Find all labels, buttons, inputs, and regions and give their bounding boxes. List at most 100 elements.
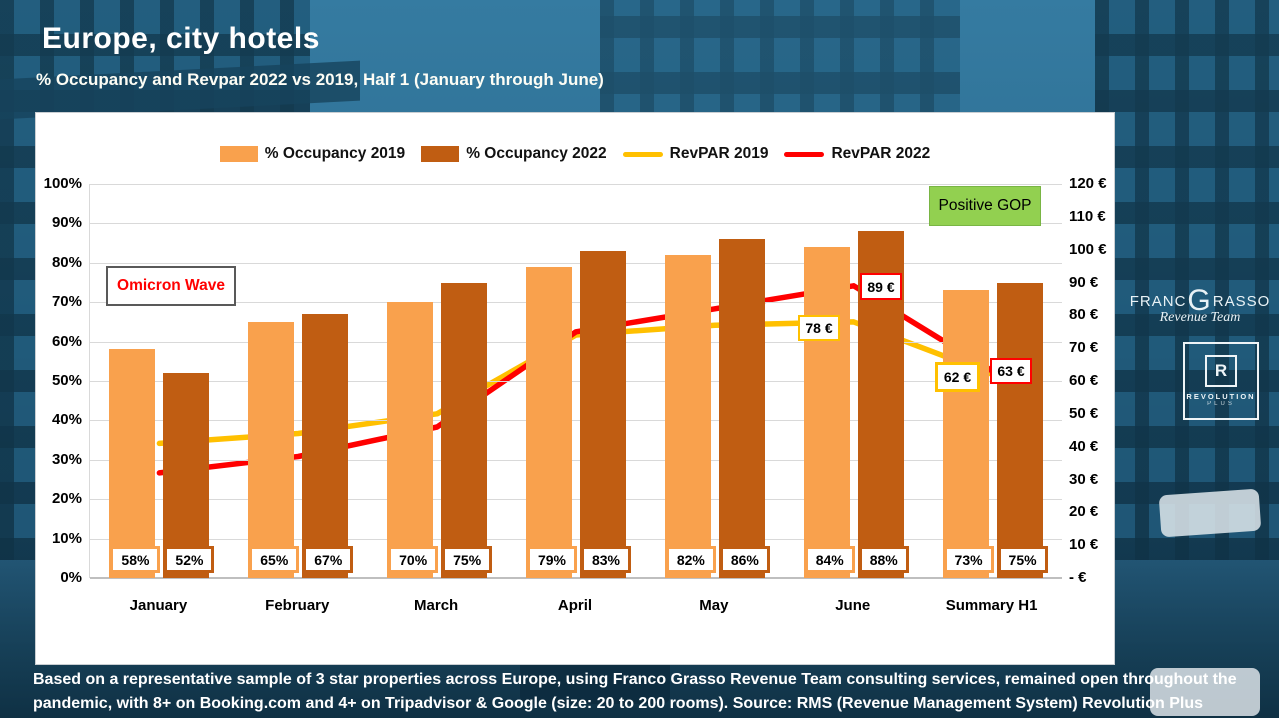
logo-text: RASSO xyxy=(1212,292,1271,310)
left-axis-ticks: 100% 90% 80% 70% 60% 50% 40% 30% 20% 10% 0% xyxy=(36,175,82,586)
x-axis-category-label: May xyxy=(699,597,729,614)
right-axis-tick: 110 € xyxy=(1069,207,1106,225)
bar-value-label: 79% xyxy=(527,546,577,573)
x-axis-category-label: Summary H1 xyxy=(945,597,1038,614)
left-axis-tick: 10% xyxy=(51,529,82,547)
legend-item-revpar-2019: RevPAR 2019 xyxy=(622,145,769,163)
left-axis-tick: 0% xyxy=(60,569,82,586)
revenue-team-script: Revenue Team xyxy=(1159,310,1241,325)
revolution-plus-logo: R REVOLUTION PLUS xyxy=(1183,342,1259,420)
bar-value-label: 83% xyxy=(581,546,631,573)
legend-item-occupancy-2019: % Occupancy 2019 xyxy=(219,145,406,163)
right-axis-tick: 120 € xyxy=(1069,175,1107,192)
occupancy-bar xyxy=(996,282,1043,578)
legend-label: RevPAR 2019 xyxy=(669,145,769,162)
gridline xyxy=(90,420,1062,422)
bar-value-label: 88% xyxy=(858,546,909,573)
x-axis-category-label: June xyxy=(835,597,871,614)
occupancy-bar xyxy=(803,247,850,578)
gridline xyxy=(90,499,1062,501)
revpar-lines xyxy=(156,283,996,476)
gridline xyxy=(90,184,1062,185)
occupancy-bar xyxy=(163,373,210,578)
x-axis-category-label: March xyxy=(414,597,459,614)
occupancy-bar xyxy=(664,254,711,578)
right-axis-tick: 30 € xyxy=(1069,470,1099,488)
logo-big-g: G xyxy=(1187,284,1212,317)
annotation-omicron-wave: Omicron Wave xyxy=(106,266,236,306)
gridline xyxy=(90,302,1062,304)
legend-label: RevPAR 2022 xyxy=(831,145,931,162)
car-shape xyxy=(1158,488,1262,538)
bar-value-label: 86% xyxy=(719,546,770,573)
right-axis-ticks: 120 € 110 € 100 € 90 € 80 € 70 € 60 € 50 € 40 € 3… xyxy=(1069,175,1115,586)
logo-text: FRANC xyxy=(1129,292,1187,310)
source-caption-line1: Based on a representative sample of 3 st… xyxy=(33,671,1237,688)
gridline xyxy=(90,262,1062,264)
legend-swatch-bar-icon xyxy=(219,146,258,162)
page-subtitle: % Occupancy and Revpar 2022 vs 2019, Hal… xyxy=(36,70,604,89)
bar-value-label: 82% xyxy=(665,546,716,573)
bar-value-label: 67% xyxy=(303,546,354,573)
left-axis-tick: 80% xyxy=(51,253,82,271)
occupancy-bar xyxy=(248,321,295,578)
left-axis-tick: 70% xyxy=(51,293,82,311)
left-axis-tick: 20% xyxy=(51,490,82,508)
bar-value-label: 58% xyxy=(110,546,161,573)
legend-item-revpar-2022: RevPAR 2022 xyxy=(784,145,930,163)
franco-grasso-wordmark: FRANC G RASSO xyxy=(1124,284,1276,317)
left-axis-tick: 50% xyxy=(51,372,82,389)
gridline xyxy=(90,538,1062,540)
occupancy-bar xyxy=(580,250,626,578)
bar-value-label: 65% xyxy=(249,546,300,573)
data-label-revpar2022-june: 89 € xyxy=(860,273,902,300)
bar-value-label: 73% xyxy=(943,546,994,573)
page-title: Europe, city hotels xyxy=(42,22,320,55)
data-label-revpar2019-summary: 62 € xyxy=(935,362,980,392)
chart-panel: % Occupancy 2019 % Occupancy 2022 RevPAR… xyxy=(35,112,1115,665)
bar-value-label: 84% xyxy=(804,546,855,573)
gridline xyxy=(90,381,1062,382)
right-axis-tick: 80 € xyxy=(1069,306,1099,324)
revolution-r-icon: R xyxy=(1205,355,1237,387)
building-silhouette xyxy=(1095,0,1279,560)
right-axis-tick: 20 € xyxy=(1069,503,1099,521)
car-shape xyxy=(1150,668,1260,716)
legend-label: % Occupancy 2022 xyxy=(466,145,607,162)
right-axis-tick: 10 € xyxy=(1069,536,1099,554)
right-axis-tick: 90 € xyxy=(1069,273,1099,291)
bar-value-label: 70% xyxy=(388,546,439,573)
right-axis-tick: 60 € xyxy=(1069,372,1099,389)
occupancy-bar xyxy=(387,302,434,578)
bar-value-label: 75% xyxy=(442,546,493,573)
left-axis-tick: 100% xyxy=(43,175,82,192)
legend-swatch-bar-icon xyxy=(421,146,460,162)
franco-grasso-logo: FRANC G RASSO Revenue Team xyxy=(1124,284,1276,326)
x-axis-category-label: April xyxy=(557,597,593,614)
source-caption: Based on a representative sample of 3 st… xyxy=(33,668,1258,716)
left-axis-tick: 60% xyxy=(51,332,82,350)
data-label-revpar2019-june: 78 € xyxy=(798,315,840,341)
plot-area: 58% 52% 65% 67% 70% 75% 79% 83% 82% 86% 84% 88% 73% 7… xyxy=(89,184,1062,579)
right-axis-tick: 100 € xyxy=(1069,240,1107,258)
revpar-line xyxy=(156,283,996,476)
revolution-name: REVOLUTION xyxy=(1186,392,1256,401)
left-axis-tick: 30% xyxy=(51,450,82,468)
occupancy-bar xyxy=(718,239,765,578)
legend-item-occupancy-2022: % Occupancy 2022 xyxy=(421,145,607,163)
annotation-positive-gop: Positive GOP xyxy=(929,186,1041,226)
legend-label: % Occupancy 2019 xyxy=(264,145,406,162)
occupancy-bar xyxy=(526,266,572,578)
revolution-plus-text: PLUS xyxy=(1207,401,1235,407)
left-axis-tick: 40% xyxy=(51,411,82,429)
right-axis-tick: 40 € xyxy=(1069,437,1099,455)
right-axis-tick: 70 € xyxy=(1069,339,1099,357)
legend-swatch-line-icon xyxy=(784,151,825,157)
bar-value-label: 52% xyxy=(164,546,215,573)
x-axis-category-label: January xyxy=(129,597,188,614)
gridline xyxy=(90,341,1062,343)
left-axis-tick: 90% xyxy=(51,214,82,232)
data-label-revpar2022-summary: 63 € xyxy=(990,358,1032,384)
source-caption-line2: pandemic, with 8+ on Booking.com and 4+ … xyxy=(33,695,1204,712)
chart-legend: % Occupancy 2019 % Occupancy 2022 RevPAR… xyxy=(36,145,1114,163)
